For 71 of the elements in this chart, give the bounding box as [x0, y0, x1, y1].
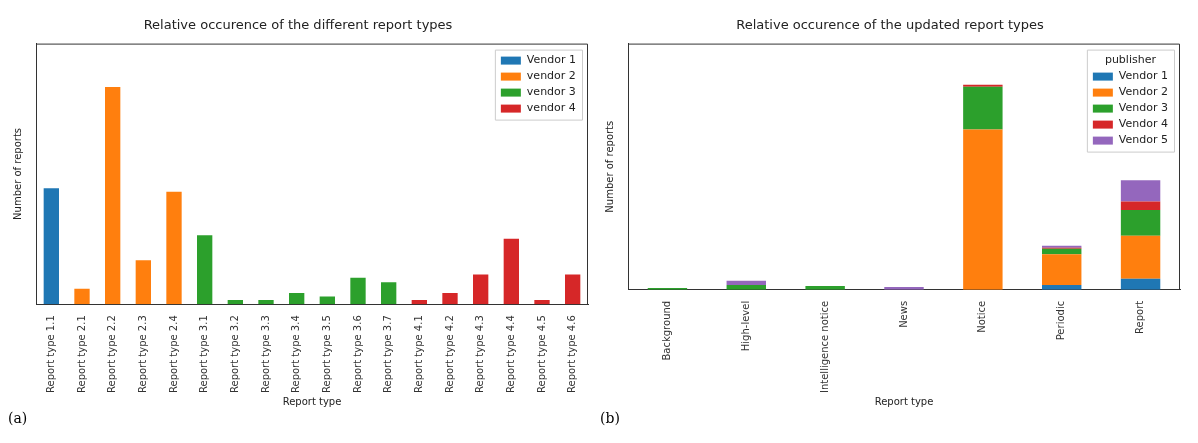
x-tick-label: Report type 4.3 — [474, 315, 486, 393]
legend-label: Vendor 2 — [1118, 85, 1168, 99]
x-tick-label: Report type 2.1 — [75, 315, 87, 393]
bar — [1120, 201, 1161, 211]
x-tick-label: Report type 2.3 — [136, 315, 148, 393]
legend-label: Vendor 5 — [1118, 133, 1168, 147]
text: (a) — [8, 410, 29, 426]
bar — [565, 274, 581, 305]
legend-label: Vendor 4 — [1118, 117, 1168, 131]
bar — [381, 282, 397, 305]
x-tick-label: News — [897, 300, 909, 328]
bar — [534, 299, 550, 305]
bar — [1120, 180, 1161, 202]
x-tick-label: Report type 3.5 — [320, 315, 332, 393]
x-tick-label: Report type 4.5 — [535, 315, 547, 393]
x-tick-label: Report type 1.1 — [44, 315, 56, 393]
bar — [473, 274, 489, 305]
chart-title: Relative occurence of the different report types — [143, 17, 453, 33]
bar — [319, 296, 335, 305]
x-tick-label: Report — [1134, 300, 1146, 334]
x-tick-label: Report type 3.2 — [228, 315, 240, 393]
legend-label: vendor 2 — [526, 69, 576, 83]
bar — [726, 280, 766, 285]
x-axis-title: Report type — [874, 395, 934, 407]
bar — [963, 129, 1003, 290]
legend-label: vendor 3 — [526, 85, 576, 99]
bar — [258, 299, 274, 305]
y-axis-title: Number of reports — [11, 127, 23, 220]
x-tick-label: Report type 3.4 — [290, 315, 302, 393]
bar — [166, 191, 182, 305]
x-tick-label: Report type 4.6 — [566, 315, 578, 393]
legend-label: Vendor 1 — [526, 53, 576, 67]
x-tick-label: Report type 3.6 — [351, 315, 363, 393]
x-tick-label: Report type 3.3 — [259, 315, 271, 393]
bar — [289, 292, 305, 305]
bar — [1120, 210, 1161, 236]
bar — [227, 299, 243, 305]
x-tick-label: Report type 3.7 — [382, 315, 394, 393]
legend-title: publisher — [1104, 53, 1157, 67]
x-tick-label: Periodic — [1055, 300, 1067, 341]
bar — [43, 188, 59, 305]
text: (b) — [600, 410, 621, 426]
bar — [963, 84, 1003, 87]
chart-title: Relative occurence of the updated report types — [736, 17, 1045, 33]
bar — [503, 238, 519, 305]
x-tick-label: Report type 4.1 — [412, 315, 424, 393]
x-tick-label: High-level — [739, 300, 751, 352]
x-tick-label: Background — [661, 300, 673, 361]
x-axis-title: Report type — [282, 395, 342, 407]
x-tick-label: Report type 3.1 — [198, 315, 210, 393]
y-axis-title: Number of reports — [603, 120, 615, 213]
bar — [411, 299, 427, 305]
bar — [963, 86, 1003, 130]
x-tick-label: Report type 4.2 — [443, 315, 455, 393]
bar — [197, 235, 213, 305]
bar — [105, 87, 121, 305]
x-tick-label: Notice — [976, 300, 988, 333]
x-tick-label: Intelligence notice — [818, 300, 830, 393]
bar — [135, 260, 151, 305]
legend-label: vendor 4 — [526, 101, 576, 115]
bar — [1120, 235, 1161, 279]
bar — [1042, 254, 1082, 285]
x-tick-label: Report type 4.4 — [504, 315, 516, 393]
legend-label: Vendor 3 — [1118, 101, 1168, 115]
bar — [1042, 248, 1082, 255]
x-tick-label: Report type 2.4 — [167, 315, 179, 393]
bar — [74, 288, 90, 305]
legend-label: Vendor 1 — [1118, 69, 1168, 83]
bar — [442, 292, 458, 305]
x-tick-label: Report type 2.2 — [106, 315, 118, 393]
bar — [350, 277, 366, 305]
